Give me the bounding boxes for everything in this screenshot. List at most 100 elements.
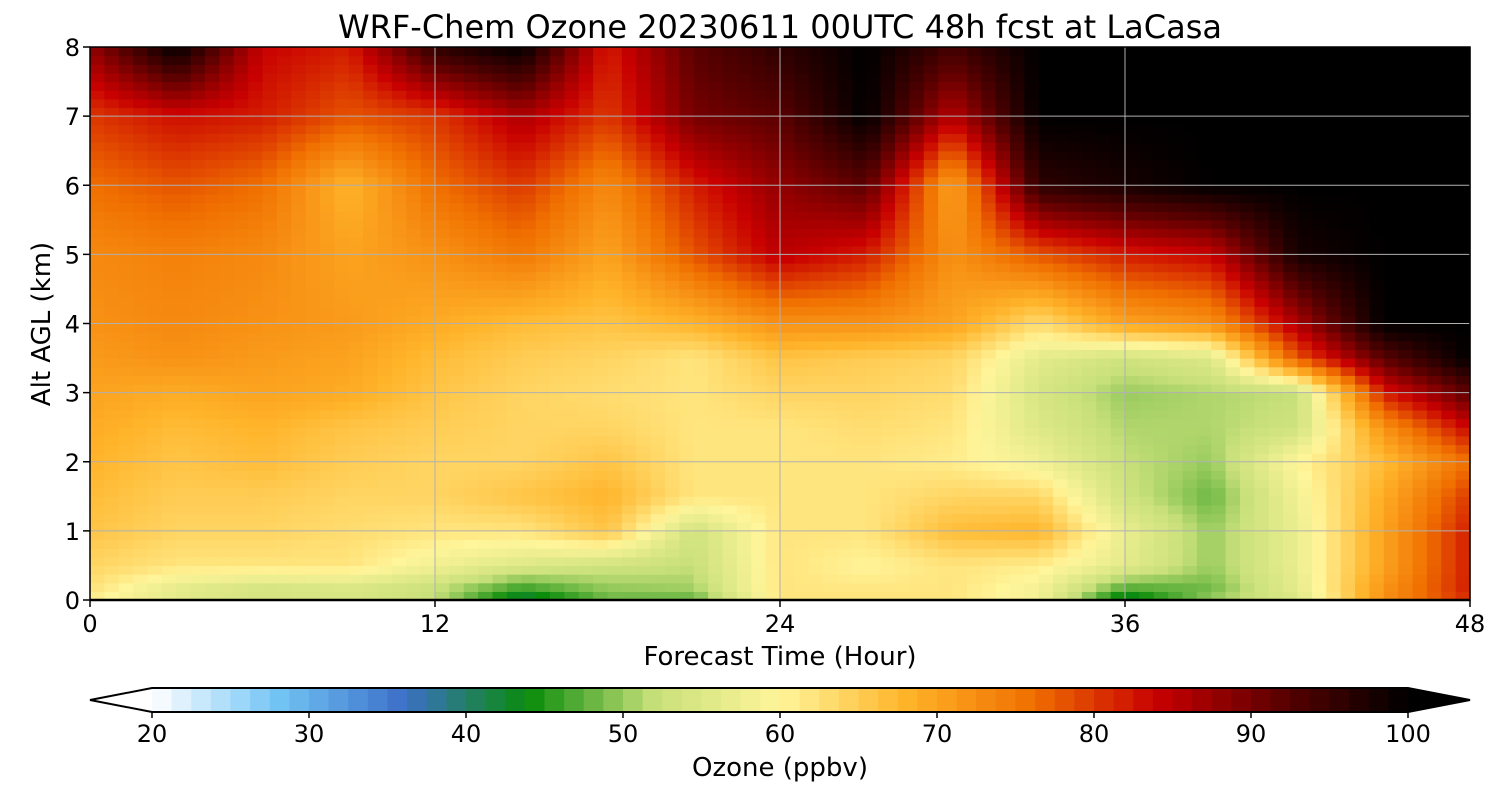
- heatmap-cell: [492, 427, 508, 437]
- heatmap-cell: [133, 513, 149, 523]
- heatmap-cell: [320, 574, 335, 584]
- heatmap-cell: [1412, 565, 1428, 575]
- heatmap-cell: [995, 306, 1011, 316]
- heatmap-cell: [449, 263, 465, 273]
- heatmap-cell: [276, 219, 292, 230]
- heatmap-cell: [578, 496, 594, 506]
- heatmap-cell: [1254, 556, 1270, 567]
- heatmap-cell: [535, 522, 551, 532]
- heatmap-cell: [1326, 280, 1342, 290]
- heatmap-cell: [981, 288, 997, 299]
- heatmap-cell: [190, 522, 206, 532]
- heatmap-cell: [693, 288, 709, 299]
- heatmap-cell: [751, 219, 767, 230]
- heatmap-cell: [348, 358, 364, 368]
- heatmap-cell: [262, 504, 278, 515]
- heatmap-cell: [923, 504, 939, 515]
- heatmap-cell: [1326, 332, 1342, 342]
- heatmap-cell: [751, 383, 767, 394]
- heatmap-cell: [348, 530, 364, 541]
- heatmap-cell: [276, 496, 292, 506]
- heatmap-cell: [478, 461, 494, 471]
- heatmap-cell: [650, 340, 666, 351]
- heatmap-cell: [1455, 496, 1471, 506]
- heatmap-cell: [1053, 193, 1069, 204]
- heatmap-cell: [1053, 366, 1069, 376]
- heatmap-cell: [1196, 435, 1212, 446]
- heatmap-cell: [1383, 453, 1399, 463]
- heatmap-cell: [1240, 167, 1255, 178]
- heatmap-cell: [1139, 332, 1155, 342]
- heatmap-cell: [291, 435, 307, 446]
- heatmap-cell: [1038, 271, 1054, 281]
- heatmap-cell: [233, 539, 249, 549]
- heatmap-cell: [621, 176, 637, 186]
- heatmap-cell: [1081, 176, 1097, 186]
- heatmap-cell: [133, 496, 149, 506]
- heatmap-cell: [1010, 453, 1025, 463]
- heatmap-cell: [780, 297, 795, 307]
- heatmap-cell: [1110, 159, 1126, 169]
- heatmap-cell: [219, 228, 235, 238]
- heatmap-cell: [722, 504, 738, 515]
- heatmap-cell: [1196, 444, 1212, 454]
- heatmap-cell: [1383, 349, 1399, 359]
- heatmap-cell: [1053, 237, 1069, 247]
- heatmap-cell: [808, 358, 824, 368]
- heatmap-cell: [564, 418, 580, 428]
- heatmap-cell: [305, 548, 321, 558]
- heatmap-cell: [1168, 435, 1184, 446]
- heatmap-cell: [205, 288, 220, 299]
- heatmap-cell: [262, 280, 278, 290]
- heatmap-cell: [938, 358, 954, 368]
- heatmap-cell: [219, 263, 235, 273]
- heatmap-cell: [147, 219, 163, 230]
- heatmap-cell: [665, 591, 680, 601]
- heatmap-cell: [923, 539, 939, 549]
- heatmap-cell: [966, 211, 982, 221]
- heatmap-cell: [607, 211, 623, 221]
- heatmap-cell: [1455, 271, 1471, 281]
- heatmap-cell: [1355, 383, 1370, 394]
- heatmap-cell: [837, 453, 853, 463]
- heatmap-cell: [1182, 254, 1198, 264]
- heatmap-cell: [679, 401, 695, 411]
- heatmap-cell: [578, 453, 594, 463]
- heatmap-cell: [262, 263, 278, 273]
- heatmap-cell: [981, 453, 997, 463]
- heatmap-cell: [334, 323, 350, 333]
- heatmap-cell: [1383, 306, 1399, 316]
- heatmap-cell: [435, 263, 450, 273]
- heatmap-cell: [1225, 237, 1241, 247]
- heatmap-cell: [765, 245, 781, 255]
- heatmap-cell: [1268, 185, 1284, 195]
- heatmap-cell: [1441, 418, 1457, 428]
- heatmap-cell: [1268, 392, 1284, 402]
- heatmap-cell: [406, 288, 422, 299]
- heatmap-cell: [1038, 280, 1054, 290]
- heatmap-cell: [1283, 392, 1299, 402]
- heatmap-cell: [1240, 496, 1255, 506]
- heatmap-cell: [1053, 219, 1069, 230]
- heatmap-cell: [104, 297, 120, 307]
- heatmap-cell: [1196, 271, 1212, 281]
- heatmap-cell: [104, 340, 120, 351]
- heatmap-cell: [1096, 504, 1112, 515]
- heatmap-cell: [578, 150, 594, 160]
- heatmap-cell: [233, 219, 249, 230]
- heatmap-cell: [751, 487, 767, 497]
- heatmap-cell: [966, 574, 982, 584]
- heatmap-cell: [305, 461, 321, 471]
- heatmap-cell: [1254, 254, 1270, 264]
- heatmap-cell: [348, 574, 364, 584]
- heatmap-cell: [1153, 427, 1169, 437]
- heatmap-cell: [233, 358, 249, 368]
- heatmap-cell: [478, 314, 494, 325]
- heatmap-cell: [1081, 263, 1097, 273]
- heatmap-cell: [492, 280, 508, 290]
- heatmap-cell: [320, 159, 335, 169]
- heatmap-cell: [1240, 401, 1255, 411]
- heatmap-cell: [506, 530, 522, 541]
- heatmap-cell: [550, 349, 565, 359]
- heatmap-cell: [1254, 409, 1270, 420]
